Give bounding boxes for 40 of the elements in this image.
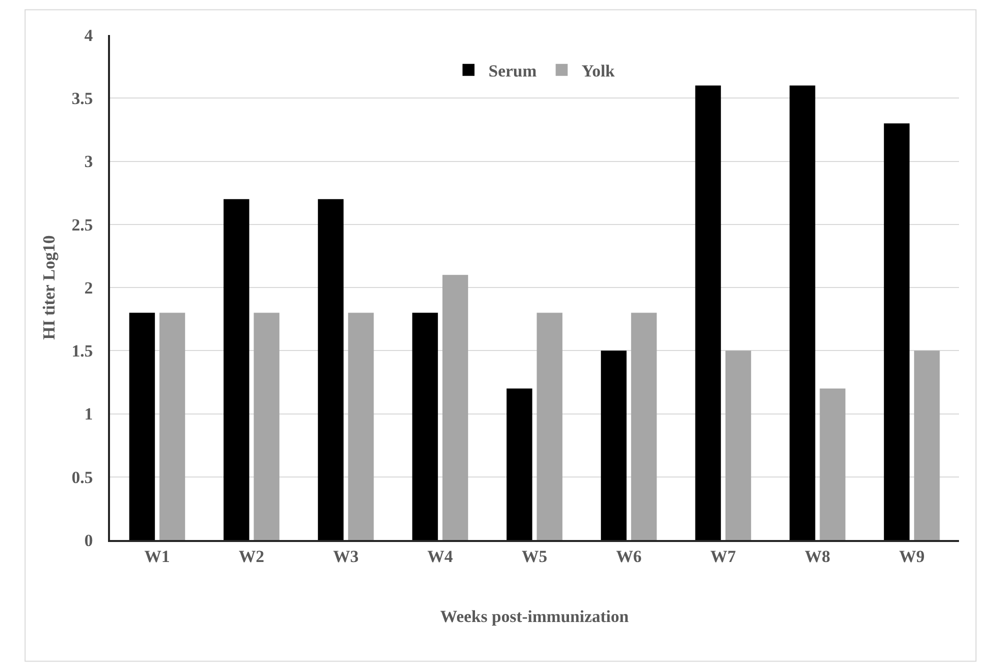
x-axis-title: Weeks post-immunization bbox=[440, 607, 630, 626]
y-axis-title: HI titer Log10 bbox=[40, 235, 59, 340]
x-tick-label: W1 bbox=[144, 547, 170, 566]
bar bbox=[631, 312, 657, 540]
legend-label: Yolk bbox=[582, 62, 616, 81]
bar bbox=[790, 86, 816, 540]
bar bbox=[254, 312, 280, 540]
bar bbox=[725, 350, 752, 540]
y-tick-label: 0.5 bbox=[72, 468, 93, 487]
x-tick-label: W3 bbox=[333, 547, 359, 566]
x-tick-label: W2 bbox=[238, 547, 264, 566]
bar bbox=[820, 388, 846, 540]
y-tick-label: 4 bbox=[84, 26, 94, 45]
bar bbox=[536, 312, 562, 540]
bar bbox=[600, 350, 627, 540]
x-tick-label: W9 bbox=[899, 547, 925, 566]
bar bbox=[129, 312, 155, 540]
x-tick-label: W7 bbox=[710, 547, 736, 566]
y-tick-label: 3.5 bbox=[72, 89, 93, 108]
y-tick-label: 1.5 bbox=[72, 342, 93, 361]
x-tick-label: W6 bbox=[616, 547, 642, 566]
bar bbox=[159, 312, 186, 540]
bar bbox=[224, 199, 250, 540]
legend-label: Serum bbox=[488, 62, 537, 81]
bar bbox=[884, 123, 910, 540]
bar bbox=[442, 274, 468, 540]
bar bbox=[412, 312, 438, 540]
bar bbox=[914, 350, 940, 540]
bar bbox=[318, 199, 344, 540]
bar bbox=[348, 312, 374, 540]
bar bbox=[695, 86, 721, 540]
x-tick-label: W8 bbox=[804, 547, 830, 566]
bar bbox=[506, 388, 532, 540]
y-tick-label: 1 bbox=[84, 404, 93, 424]
y-tick-label: 2.5 bbox=[72, 215, 93, 234]
y-tick-label: 2 bbox=[84, 278, 93, 298]
x-tick-label: W5 bbox=[522, 547, 548, 566]
y-tick-label: 3 bbox=[84, 152, 93, 172]
x-tick-label: W4 bbox=[427, 547, 454, 566]
y-tick-label: 0 bbox=[84, 530, 93, 550]
